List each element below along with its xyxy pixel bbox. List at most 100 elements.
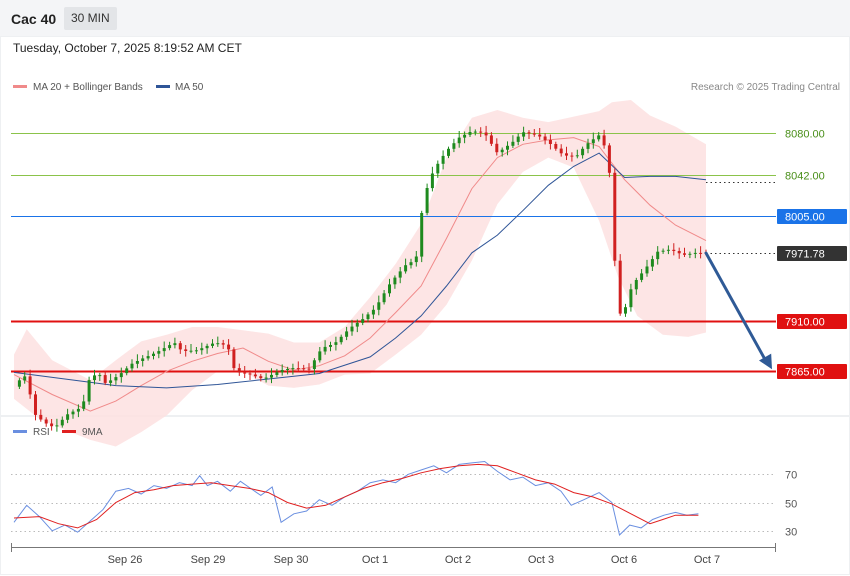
candle-body (296, 368, 300, 370)
time-axis-label: Oct 2 (445, 554, 471, 566)
candle-body (345, 331, 349, 337)
candle-body (17, 380, 21, 387)
candle-body (109, 380, 113, 383)
legend-label-ma50: MA 50 (175, 82, 204, 93)
candle-body (216, 343, 220, 345)
candle-body (688, 253, 692, 255)
candle-body (237, 368, 241, 373)
candle-body (650, 259, 654, 267)
legend-label-ma20: MA 20 + Bollinger Bands (33, 82, 143, 93)
candle-body (506, 145, 509, 150)
projection-arrow-head (758, 353, 772, 370)
candles (17, 125, 708, 432)
candle-body (76, 408, 80, 412)
candle-body (60, 419, 64, 426)
candle-body (275, 372, 279, 375)
legend-swatch-ma20 (13, 85, 27, 88)
candle-body (430, 173, 434, 189)
legend-label-rsi-ma: 9MA (82, 427, 103, 438)
candle-body (500, 149, 504, 153)
candle-body (162, 348, 166, 352)
candle-body (259, 376, 263, 379)
candle-body (227, 344, 231, 350)
candle-body (548, 140, 552, 144)
timestamp: Tuesday, October 7, 2025 8:19:52 AM CET (13, 41, 242, 55)
candle-body (683, 253, 686, 255)
candle-body (607, 145, 611, 173)
candle-body (393, 277, 397, 285)
candle-body (119, 373, 123, 378)
candle-body (404, 265, 408, 272)
level-tag-bg-7865.00 (777, 364, 847, 379)
candle-body (538, 134, 542, 137)
candle-body (473, 131, 477, 133)
candle-body (457, 137, 461, 144)
candle-body (361, 319, 365, 323)
candle-body (291, 368, 295, 370)
level-labels: 8080.00 8042.00 8005.00 7971.78 7910.00 7865.… (777, 129, 847, 379)
candle-body (581, 148, 585, 156)
level-tag-bg-8005.00 (777, 209, 847, 224)
candle-body (243, 372, 247, 374)
candle-body (264, 377, 268, 379)
time-axis-label: Oct 3 (528, 554, 554, 566)
candle-body (591, 139, 595, 144)
candle-body (329, 345, 332, 347)
instrument-name: Cac 40 (11, 11, 57, 27)
candle-body (366, 314, 370, 320)
candle-body (479, 131, 483, 133)
rsi-lines (13, 460, 699, 536)
level-tag-8042.00: 8042.00 (785, 171, 825, 183)
candle-body (516, 136, 520, 142)
candle-body (146, 356, 150, 359)
candle-body (221, 343, 225, 345)
candle-body (699, 252, 703, 254)
candle-body (307, 368, 311, 370)
candle-body (575, 155, 579, 157)
rsi-tick-30: 30 (785, 527, 797, 539)
candle-body (420, 213, 424, 257)
candle-body (398, 271, 402, 278)
ma20-line (13, 137, 707, 412)
time-axis-label: Oct 1 (362, 554, 388, 566)
candle-body (447, 148, 450, 156)
projection-arrow (704, 251, 772, 370)
bollinger-band-fill (14, 100, 706, 447)
candle-body (194, 350, 198, 352)
candle-body (184, 349, 188, 351)
candle-body (66, 414, 70, 420)
timeframe-button[interactable]: 30 MIN (64, 7, 117, 30)
candle-body (377, 302, 381, 310)
candle-body (371, 309, 375, 315)
candle-body (270, 374, 273, 378)
candle-body (597, 135, 601, 140)
candle-body (452, 143, 456, 149)
legend-swatch-rsi (13, 430, 27, 433)
time-axis: Sep 26 Sep 29 Sep 30 Oct 1 Oct 2 Oct 3 Oct 6 Oc… (11, 543, 776, 566)
candle-body (672, 249, 676, 251)
candle-body (318, 351, 322, 361)
candle-body (425, 188, 429, 213)
candle-body (629, 289, 633, 308)
candle-body (409, 262, 413, 266)
credit-text: Research © 2025 Trading Central (691, 82, 840, 93)
candle-body (71, 411, 75, 415)
candle-body (211, 343, 214, 346)
candle-body (93, 375, 96, 381)
candle-body (532, 133, 536, 135)
candle-body (55, 425, 59, 427)
rsi-series-9ma (13, 463, 699, 529)
candle-body (468, 132, 472, 135)
level-tag-7971.78: 7971.78 (785, 249, 825, 261)
candle-body (125, 368, 129, 374)
candle-body (82, 401, 86, 409)
candle-body (666, 249, 670, 251)
candle-body (50, 423, 54, 427)
rsi-panel-frame (0, 416, 850, 575)
candle-body (414, 256, 418, 263)
candle-body (248, 373, 252, 375)
level-tag-7910.00: 7910.00 (785, 317, 825, 329)
candle-body (586, 143, 590, 149)
candle-body (280, 370, 284, 373)
